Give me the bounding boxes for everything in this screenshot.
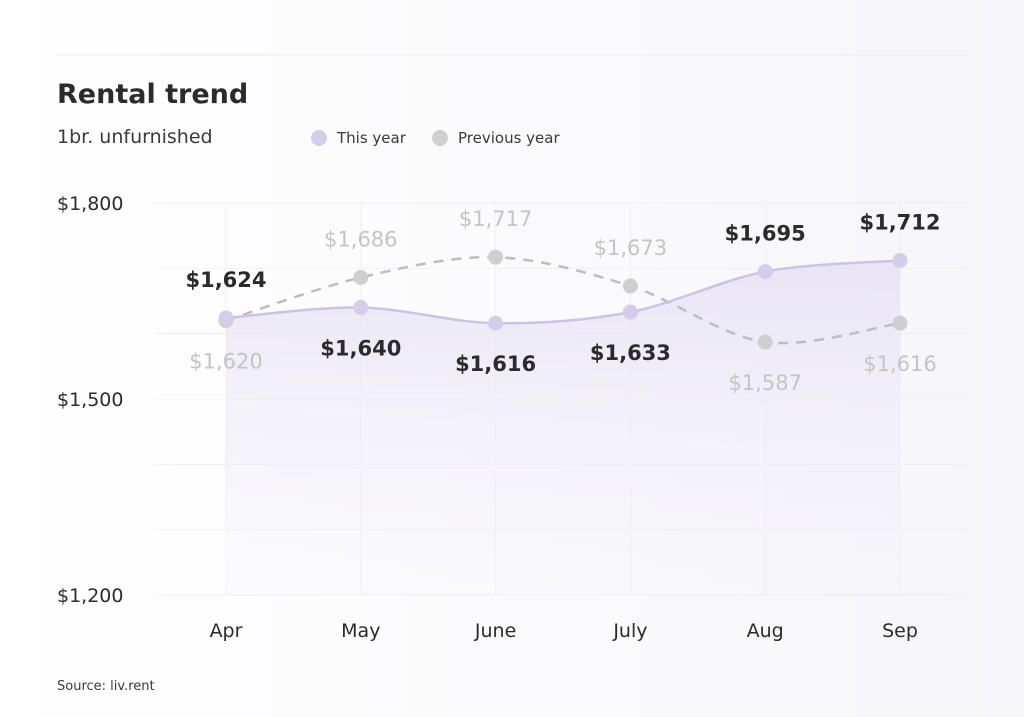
previous-year-label-aug: $1,587 <box>728 371 801 395</box>
previous-year-point-june <box>488 249 504 265</box>
this-year-point-apr <box>218 310 234 326</box>
previous-year-point-may <box>353 269 369 285</box>
this-year-line <box>225 259 901 325</box>
legend-this-year-label: This year <box>336 129 407 147</box>
this-year-area-fill <box>226 260 900 595</box>
series-lines <box>225 255 901 345</box>
previous-year-label-sep: $1,616 <box>863 352 936 376</box>
this-year-label-sep: $1,712 <box>859 210 940 234</box>
previous-year-point-aug <box>757 334 773 350</box>
previous-year-point-july <box>622 278 638 294</box>
chart-subtitle: 1br. unfurnished <box>57 126 213 148</box>
legend: This year Previous year <box>311 129 560 147</box>
x-tick-label-sep: Sep <box>882 620 918 642</box>
this-year-point-july <box>622 304 638 320</box>
y-tick-label: $1,800 <box>57 193 123 215</box>
x-tick-label-apr: Apr <box>210 620 243 642</box>
y-axis: $1,200 $1,500 $1,800 <box>57 193 123 607</box>
x-tick-label-aug: Aug <box>747 620 784 642</box>
y-tick-label: $1,500 <box>57 389 123 411</box>
this-year-label-apr: $1,624 <box>185 268 266 292</box>
legend-this-year-marker <box>311 130 327 146</box>
series-points <box>218 249 908 350</box>
this-year-area <box>226 260 900 595</box>
previous-year-label-july: $1,673 <box>594 236 667 260</box>
this-year-label-may: $1,640 <box>320 337 401 361</box>
data-labels: $1,624 $1,620 $1,640 $1,686 $1,616 $1,717 $1,6… <box>185 207 940 395</box>
x-tick-label-june: June <box>474 620 516 642</box>
this-year-label-june: $1,616 <box>455 352 536 376</box>
chart-title: Rental trend <box>57 79 248 110</box>
this-year-point-june <box>488 315 504 331</box>
this-year-label-july: $1,633 <box>590 341 671 365</box>
this-year-label-aug: $1,695 <box>725 222 806 246</box>
legend-previous-year-marker <box>432 130 448 146</box>
this-year-point-sep <box>892 252 908 268</box>
x-tick-label-may: May <box>341 620 380 642</box>
previous-year-label-may: $1,686 <box>324 227 397 251</box>
y-tick-label: $1,200 <box>57 585 123 607</box>
this-year-point-aug <box>757 264 773 280</box>
legend-previous-year-label: Previous year <box>458 129 560 147</box>
previous-year-label-june: $1,717 <box>459 207 532 231</box>
previous-year-line <box>225 255 901 345</box>
previous-year-point-sep <box>892 315 908 331</box>
x-axis: Apr May June July Aug Sep <box>210 620 918 642</box>
this-year-point-may <box>353 300 369 316</box>
previous-year-label-apr: $1,620 <box>189 350 262 374</box>
x-tick-label-july: July <box>612 620 647 642</box>
source-note: Source: liv.rent <box>57 679 155 694</box>
